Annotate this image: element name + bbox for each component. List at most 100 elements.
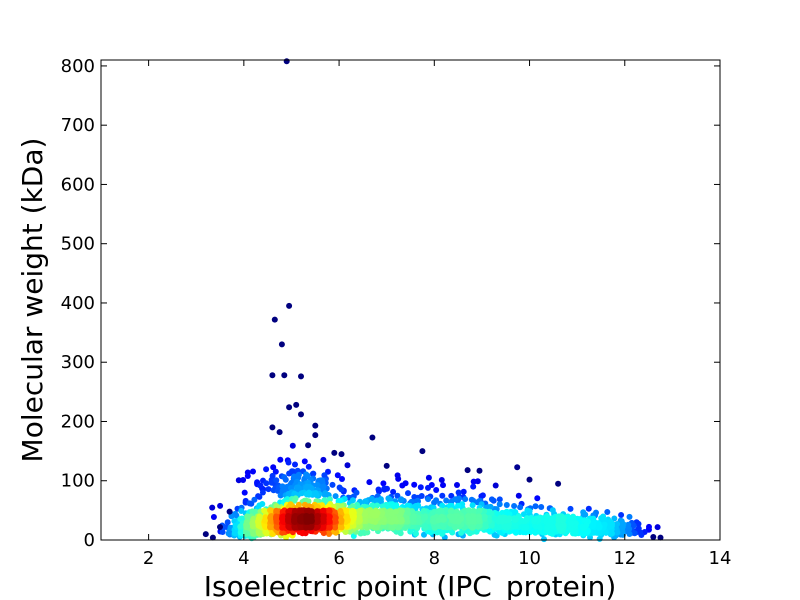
data-point — [326, 518, 333, 525]
data-point — [514, 464, 521, 471]
data-point — [541, 536, 547, 543]
data-point — [433, 487, 440, 493]
data-point — [410, 513, 417, 520]
data-point — [332, 529, 339, 536]
data-point — [443, 497, 450, 504]
outlier-point — [293, 401, 300, 408]
data-point — [384, 485, 390, 492]
data-point — [582, 529, 589, 536]
data-points-layer — [202, 58, 664, 543]
data-point — [511, 517, 518, 524]
data-point — [598, 515, 605, 522]
y-tick-label: 600 — [61, 174, 95, 195]
data-point — [523, 516, 530, 523]
data-point — [402, 480, 409, 487]
data-point — [460, 488, 467, 495]
data-point — [332, 516, 339, 523]
data-point — [618, 512, 625, 518]
data-point — [567, 505, 574, 512]
data-point — [334, 472, 341, 479]
data-point — [270, 464, 277, 471]
data-point — [505, 517, 512, 524]
data-point — [447, 502, 453, 509]
data-point — [329, 481, 336, 488]
data-point — [635, 520, 642, 527]
data-point — [265, 486, 272, 493]
data-point — [259, 489, 266, 496]
data-point — [373, 497, 380, 504]
data-point — [343, 514, 350, 521]
data-point — [289, 442, 296, 449]
data-point — [462, 496, 469, 503]
x-tick-label: 14 — [709, 548, 732, 569]
data-point — [469, 524, 476, 531]
data-point — [375, 486, 382, 493]
data-point — [238, 523, 244, 530]
data-point — [389, 501, 396, 508]
data-point — [496, 496, 503, 503]
data-point — [425, 496, 432, 503]
x-tick-label: 4 — [238, 548, 249, 569]
data-point — [619, 523, 626, 530]
data-point — [279, 483, 286, 490]
data-point — [257, 482, 264, 489]
data-point — [388, 524, 395, 531]
data-point — [344, 462, 351, 469]
data-point — [244, 473, 251, 479]
data-point — [366, 479, 373, 486]
data-point — [259, 501, 266, 507]
data-point — [435, 517, 442, 524]
data-point — [560, 522, 567, 529]
data-point — [295, 471, 302, 478]
data-point — [630, 522, 637, 529]
data-point — [371, 512, 378, 519]
outlier-point — [283, 58, 290, 65]
data-point — [545, 520, 552, 527]
x-tick-label: 8 — [429, 548, 440, 569]
data-point — [320, 456, 327, 463]
data-point — [454, 482, 460, 488]
outlier-point — [281, 372, 288, 379]
data-point — [602, 529, 609, 536]
data-point — [251, 496, 258, 503]
data-point — [339, 476, 345, 482]
data-point — [625, 521, 632, 528]
data-point — [538, 504, 545, 510]
data-point — [397, 497, 404, 504]
plot-frame — [100, 59, 721, 541]
data-point — [217, 502, 224, 509]
data-point — [488, 496, 495, 503]
y-tick-label: 300 — [61, 352, 95, 373]
data-point — [440, 516, 447, 523]
data-point — [256, 493, 263, 500]
data-point — [438, 477, 445, 483]
data-point — [397, 530, 404, 537]
data-point — [590, 520, 597, 527]
outlier-point — [369, 434, 376, 441]
data-point — [417, 484, 424, 491]
data-point — [517, 504, 524, 511]
data-point — [501, 523, 508, 530]
y-tick-label: 800 — [61, 56, 95, 77]
x-tick-label: 6 — [333, 548, 344, 569]
outlier-point — [298, 411, 304, 418]
data-point — [455, 502, 461, 509]
data-point — [486, 508, 493, 515]
data-point — [274, 487, 281, 494]
data-point — [499, 518, 505, 525]
outlier-point — [278, 341, 285, 348]
data-point — [626, 513, 633, 520]
data-point — [349, 497, 356, 504]
data-point — [390, 488, 397, 495]
data-point — [228, 513, 235, 520]
data-point — [468, 496, 475, 503]
outlier-point — [286, 302, 293, 309]
data-point — [425, 474, 432, 481]
data-point — [503, 502, 510, 508]
outlier-point — [298, 373, 304, 380]
data-point — [285, 490, 292, 497]
data-point — [295, 501, 302, 508]
data-point — [285, 459, 292, 466]
data-point — [277, 492, 284, 499]
y-tick-label: 0 — [84, 530, 95, 551]
